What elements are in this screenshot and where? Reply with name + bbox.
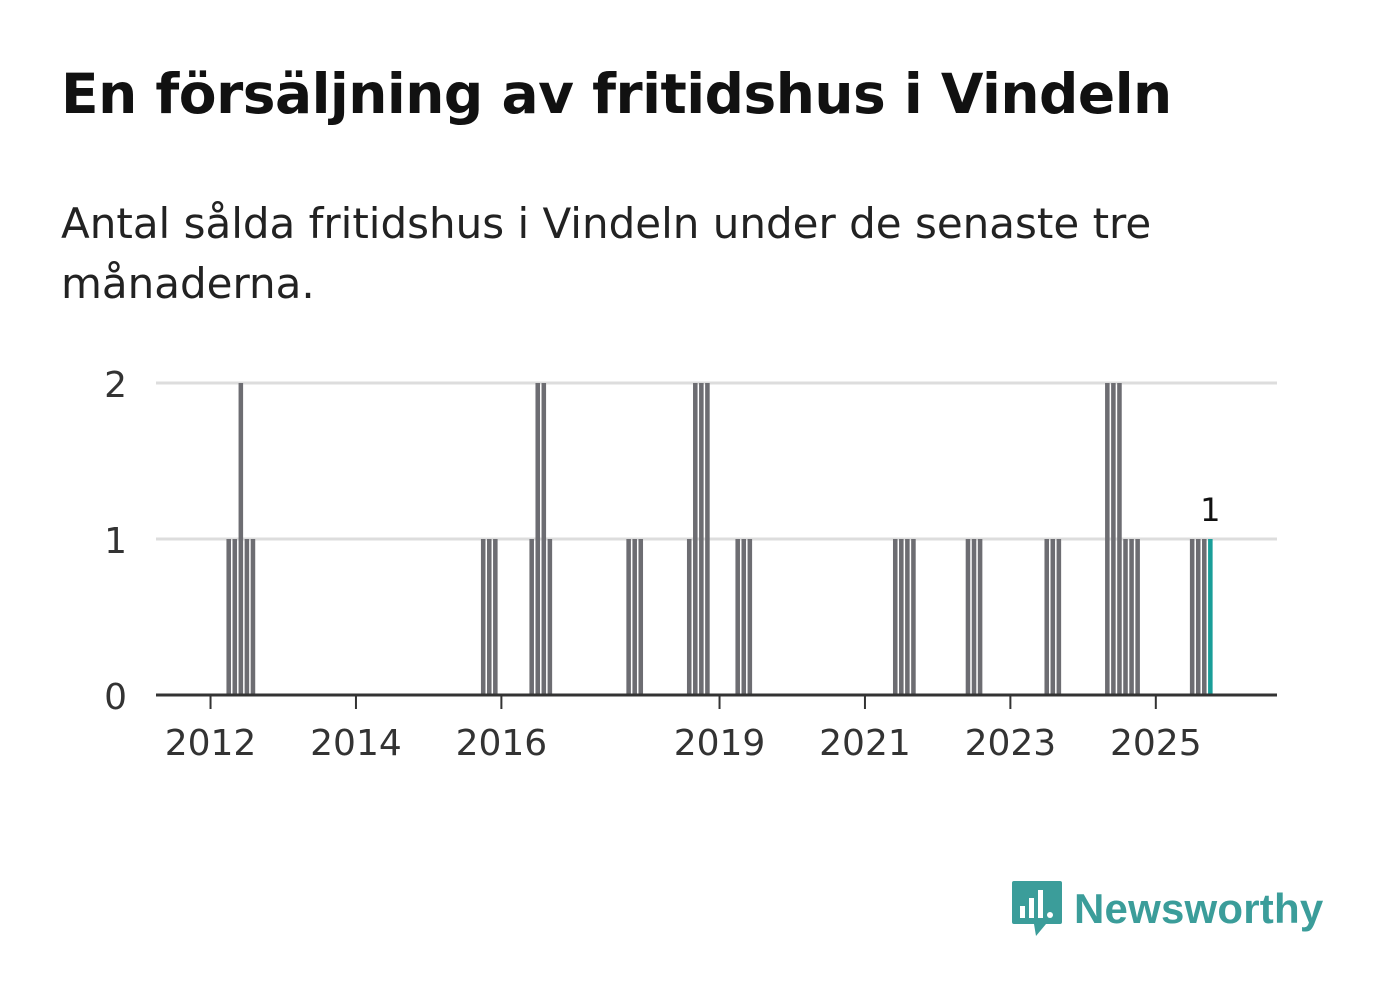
bar	[541, 383, 547, 695]
bar	[892, 539, 898, 695]
x-tick-label: 2012	[165, 723, 257, 764]
bar	[1129, 539, 1134, 695]
bar	[1105, 383, 1110, 695]
bar	[250, 539, 256, 695]
bar	[238, 383, 244, 695]
bar	[899, 539, 904, 695]
bar	[480, 539, 486, 695]
chart-title: En försäljning av fritidshus i Vindeln	[61, 62, 1172, 126]
bar	[244, 539, 250, 695]
newsworthy-logo: Newsworthy	[1010, 878, 1323, 940]
highlight-value-label: 1	[1200, 491, 1220, 529]
bar	[965, 539, 971, 695]
highlight-bar	[1208, 539, 1213, 695]
bar	[1195, 539, 1201, 695]
bar	[486, 539, 492, 695]
x-tick-label: 2016	[456, 723, 548, 764]
bar	[1135, 539, 1140, 695]
bar	[1189, 539, 1195, 695]
bar	[1111, 383, 1116, 695]
bar	[638, 539, 644, 695]
newsworthy-logo-icon	[1012, 881, 1062, 936]
bar	[632, 539, 637, 695]
chart-subtitle: Antal sålda fritidshus i Vindeln under d…	[61, 199, 1152, 308]
bar	[905, 539, 910, 695]
bar	[529, 539, 534, 695]
bar	[535, 383, 541, 695]
x-tick-label: 2023	[965, 723, 1057, 764]
bar	[699, 383, 704, 695]
bar	[1123, 539, 1128, 695]
bar	[971, 539, 977, 695]
bar	[547, 539, 553, 695]
x-tick-label: 2025	[1110, 723, 1202, 764]
y-tick-label: 2	[104, 365, 127, 406]
bar	[1050, 539, 1056, 695]
bar	[735, 539, 740, 695]
bar	[1056, 539, 1062, 695]
bar	[626, 539, 631, 695]
bar	[741, 539, 747, 695]
bar	[1044, 539, 1050, 695]
bar	[693, 383, 698, 695]
y-tick-label: 0	[104, 677, 127, 718]
bar	[493, 539, 498, 695]
bar	[705, 383, 710, 695]
y-tick-label: 1	[104, 521, 127, 562]
x-tick-label: 2021	[819, 723, 911, 764]
x-tick-label: 2019	[674, 723, 766, 764]
bar	[226, 539, 231, 695]
brand-name: Newsworthy	[1074, 885, 1324, 932]
bar	[232, 539, 238, 695]
bar	[1202, 539, 1207, 695]
bar	[911, 539, 916, 695]
bar	[977, 539, 983, 695]
x-tick-label: 2014	[310, 723, 402, 764]
bar	[686, 539, 692, 695]
bar	[1117, 383, 1122, 695]
bar	[747, 539, 753, 695]
